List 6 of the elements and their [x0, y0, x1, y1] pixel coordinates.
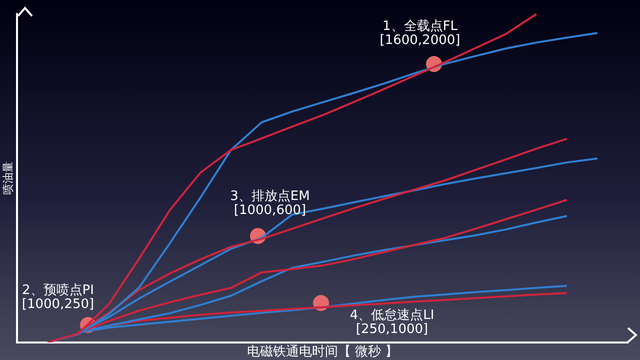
annotation: 1、全载点FL [1600,2000]	[378, 19, 462, 48]
y-axis-title: 喷油量	[1, 162, 14, 195]
annotation: 2、预喷点PI [1000,250]	[20, 283, 96, 312]
annotation: 3、排放点EM [1000,600]	[229, 189, 311, 218]
x-axis-title: 电磁铁通电时间【 微秒 】	[246, 344, 398, 360]
annotation: 4、低怠速点LI [250,1000]	[348, 308, 436, 337]
